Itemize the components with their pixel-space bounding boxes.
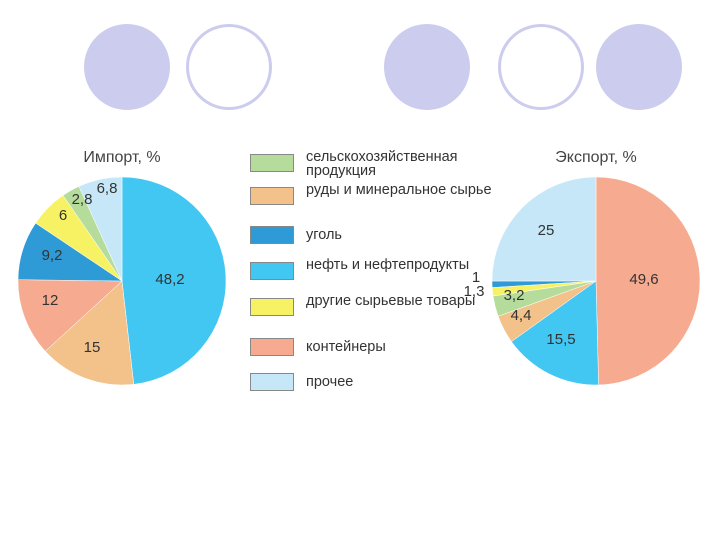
- import-slice-руды-и-минеральное-сырье: [44, 280, 135, 386]
- export-pie-chart: 49,6 15,5 4,4 3,2 1,31 25 Экспорт, %: [464, 149, 701, 386]
- export-slice-label: 49,6: [629, 271, 658, 288]
- legend-label: нефть и нефтепродукты: [306, 257, 470, 273]
- export-slice-label: 3,2: [504, 287, 525, 304]
- legend-label: руды и минеральное сырье: [306, 182, 492, 198]
- legend-swatch: [250, 373, 294, 391]
- decorative-circle: [186, 24, 272, 110]
- decorative-circle: [596, 24, 682, 110]
- import-slice-контейнеры: [17, 279, 123, 352]
- legend-swatch: [250, 187, 294, 205]
- legend-label: прочее: [306, 374, 354, 390]
- legend-label: уголь: [306, 227, 342, 243]
- import-chart-title: Импорт, %: [83, 149, 160, 166]
- import-slice-label: 6,8: [97, 180, 118, 197]
- export-slice-label: 25: [538, 222, 555, 239]
- legend-swatch: [250, 154, 294, 172]
- legend-label: контейнеры: [306, 339, 386, 355]
- decorative-circle: [498, 24, 584, 110]
- decorative-circle: [384, 24, 470, 110]
- legend-swatch: [250, 226, 294, 244]
- export-slice-label: 1: [472, 269, 480, 286]
- legend-swatch: [250, 338, 294, 356]
- import-slice-label: 2,8: [72, 191, 93, 208]
- import-slice-label: 9,2: [42, 247, 63, 264]
- legend-label: другие сырьевые товары: [306, 293, 476, 309]
- legend-label: сельскохозяйственная продукция: [306, 149, 458, 179]
- export-slice-контейнеры: [595, 176, 701, 386]
- export-slice-label: 15,5: [546, 331, 575, 348]
- export-slice-прочее: [491, 176, 597, 282]
- import-slice-label: 12: [42, 292, 59, 309]
- legend-swatch: [250, 262, 294, 280]
- decorative-circle: [84, 24, 170, 110]
- import-slice-label: 15: [84, 339, 101, 356]
- import-slice-прочее: [78, 176, 123, 282]
- export-chart-title: Экспорт, %: [555, 149, 636, 166]
- export-slice-label: 4,4: [511, 307, 532, 324]
- import-slice-нефть-и-нефтепродукты: [121, 176, 227, 385]
- import-pie-chart: 48,2 15 12 9,2 6 2,86,8 Импорт, %: [17, 149, 227, 386]
- legend-swatch: [250, 298, 294, 316]
- import-slice-label: 48,2: [155, 271, 184, 288]
- export-slice-label: 1,3: [464, 283, 485, 300]
- import-slice-label: 6: [59, 207, 67, 224]
- export-slice-нефть-и-нефтепродукты: [511, 280, 599, 386]
